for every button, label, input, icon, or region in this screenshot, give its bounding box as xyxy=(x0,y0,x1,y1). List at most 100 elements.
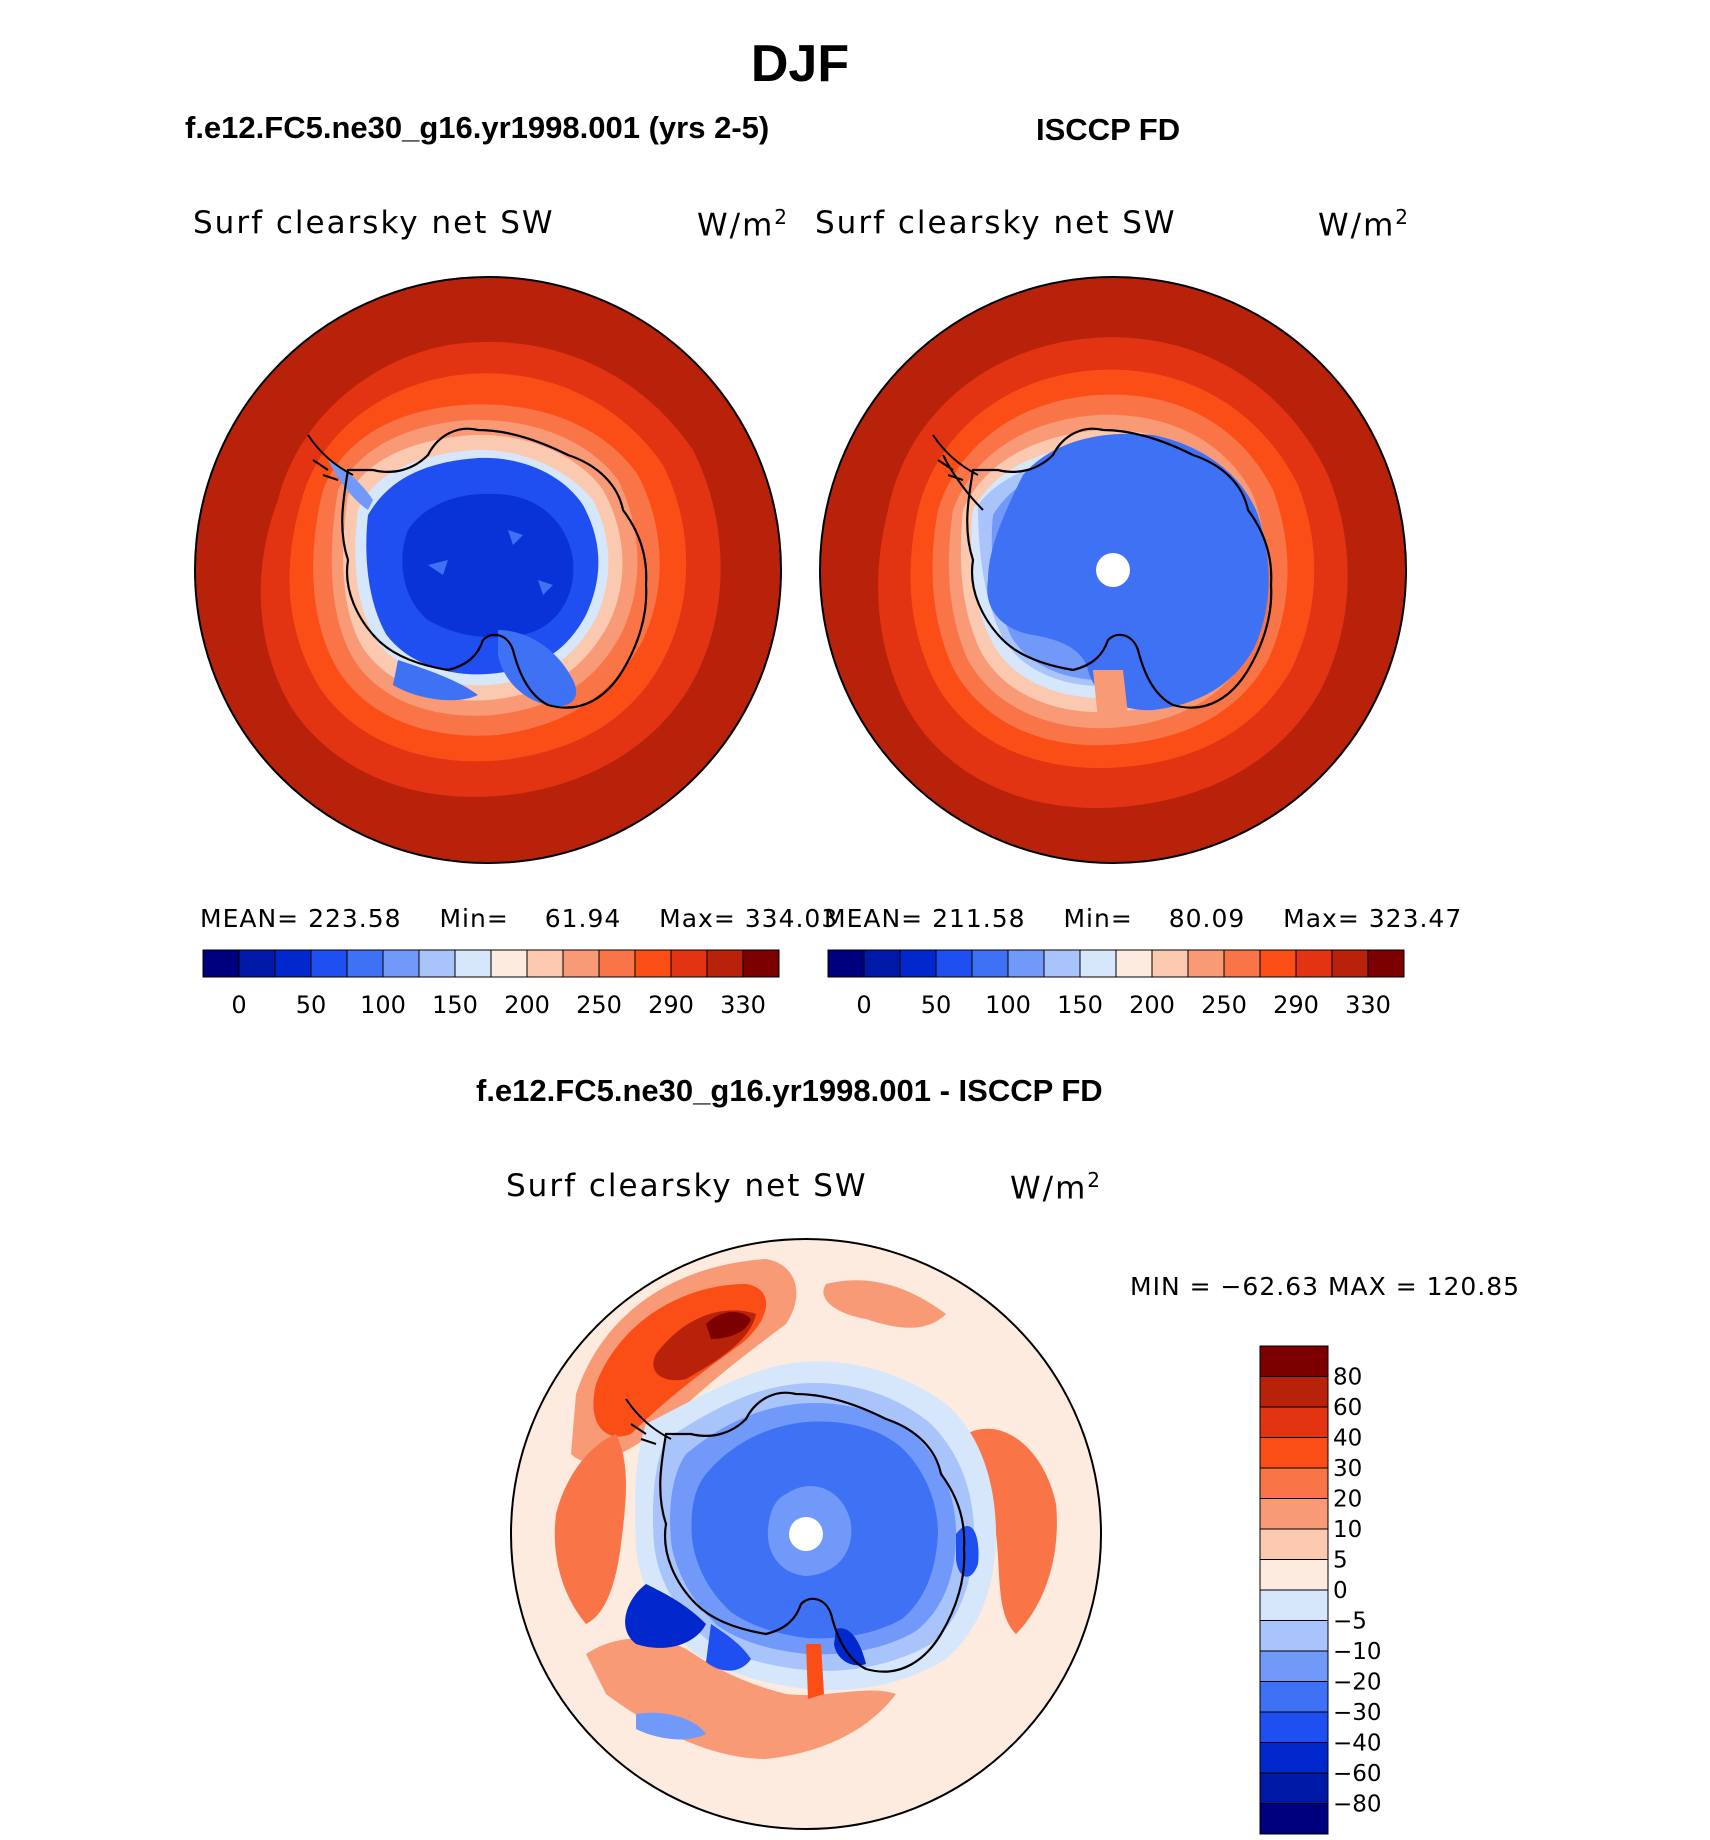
panel-2-heading: ISCCP FD xyxy=(1036,112,1181,147)
difference-colorbar-swatch xyxy=(1259,1589,1329,1621)
panel-2-mean-value: 211.58 xyxy=(932,904,1026,933)
panel-2-colorbar-swatch xyxy=(971,949,1009,978)
panel-1-colorbar-swatch xyxy=(670,949,708,978)
difference-map xyxy=(510,1238,1102,1830)
panel-2-colorbar-tick-label: 0 xyxy=(856,991,871,1019)
panel-2-colorbar-swatch xyxy=(1259,949,1297,978)
panel-1-min-value: 61.94 xyxy=(544,904,622,933)
panel-1-colorbar-swatch xyxy=(490,949,528,978)
panel-1-mean-label: MEAN= xyxy=(200,904,300,933)
difference-colorbar-tick-label: 80 xyxy=(1333,1365,1362,1391)
difference-colorbar-tick-label: 10 xyxy=(1333,1517,1362,1543)
panel-2-colorbar-swatch xyxy=(899,949,937,978)
difference-colorbar-swatch xyxy=(1259,1711,1329,1743)
difference-colorbar-tick-label: −20 xyxy=(1333,1670,1382,1696)
panel-2-colorbar-swatch xyxy=(935,949,973,978)
panel-1-units-sup: 2 xyxy=(774,205,788,229)
panel-2-colorbar-tick-label: 330 xyxy=(1345,991,1391,1019)
panel-2-colorbar-tick-label: 200 xyxy=(1129,991,1175,1019)
panel-2-colorbar-tick-label: 150 xyxy=(1057,991,1103,1019)
panel-1-colorbar-swatch xyxy=(202,949,240,978)
panel-2-colorbar-tick-label: 290 xyxy=(1273,991,1319,1019)
difference-colorbar-swatch xyxy=(1259,1345,1329,1377)
panel-2-mean-label: MEAN= xyxy=(824,904,924,933)
difference-colorbar-tick-label: 60 xyxy=(1333,1395,1362,1421)
panel-1-colorbar-tick-label: 330 xyxy=(720,991,766,1019)
difference-colorbar-tick-label: −60 xyxy=(1333,1761,1382,1787)
panel-2-colorbar-swatch xyxy=(863,949,901,978)
panel-2-colorbar-swatch xyxy=(1043,949,1081,978)
panel-1-colorbar-swatch xyxy=(346,949,384,978)
panel-1-colorbar-swatch xyxy=(598,949,636,978)
difference-colorbar-tick-label: 0 xyxy=(1333,1578,1348,1604)
difference-colorbar-swatch xyxy=(1259,1437,1329,1469)
panel-1-colorbar-tick-label: 290 xyxy=(648,991,694,1019)
difference-units-label: W/m2 xyxy=(1010,1168,1100,1206)
difference-colorbar-tick-label: −80 xyxy=(1333,1792,1382,1818)
difference-colorbar-tick-label: 20 xyxy=(1333,1487,1362,1513)
panel-1-colorbar-swatch xyxy=(562,949,600,978)
panel-1-colorbar-swatch xyxy=(742,949,780,978)
panel-2-variable-label: Surf clearsky net SW xyxy=(815,205,1177,241)
panel-2-units-sup: 2 xyxy=(1395,205,1409,229)
panel-2-colorbar-swatch xyxy=(1367,949,1405,978)
difference-colorbar-tick-label: 5 xyxy=(1333,1548,1348,1574)
difference-colorbar-swatch xyxy=(1259,1650,1329,1682)
difference-colorbar-swatch xyxy=(1259,1498,1329,1530)
panel-2-min-value: 80.09 xyxy=(1168,904,1246,933)
difference-colorbar-swatch xyxy=(1259,1772,1329,1804)
panel-1-colorbar-swatch xyxy=(634,949,672,978)
panel-1-colorbar-swatch xyxy=(382,949,420,978)
panel-1-colorbar-swatch xyxy=(238,949,276,978)
panel-2-colorbar-tick-label: 50 xyxy=(921,991,952,1019)
panel-2-stats: MEAN= 211.58 Min= 80.09 Max= 323.47 xyxy=(824,904,1462,933)
difference-colorbar-swatch xyxy=(1259,1406,1329,1438)
panel-1-stats: MEAN= 223.58 Min= 61.94 Max= 334.03 xyxy=(200,904,838,933)
panel-2-colorbar-tick-label: 100 xyxy=(985,991,1031,1019)
difference-colorbar-swatch xyxy=(1259,1528,1329,1560)
panel-2-colorbar: 0 50 100 150 200 250 290 330 xyxy=(827,949,1405,1019)
panel-2-colorbar-swatch xyxy=(1295,949,1333,978)
panel-1-colorbar-tick-label: 0 xyxy=(231,991,246,1019)
difference-colorbar-swatch xyxy=(1259,1681,1329,1713)
panel-2-colorbar-swatch xyxy=(1223,949,1261,978)
difference-colorbar-tick-label: −40 xyxy=(1333,1731,1382,1757)
panel-2-units-label: W/m2 xyxy=(1318,205,1408,243)
difference-minmax: MIN = −62.63 MAX = 120.85 xyxy=(1130,1272,1521,1301)
difference-colorbar-tick-label: −10 xyxy=(1333,1639,1382,1665)
difference-units-sup: 2 xyxy=(1087,1168,1101,1192)
panel-2-max-value: 323.47 xyxy=(1368,904,1463,933)
difference-colorbar-swatch xyxy=(1259,1742,1329,1774)
figure-title: DJF xyxy=(750,35,850,93)
panel-1-variable-label: Surf clearsky net SW xyxy=(193,205,555,241)
panel-1-colorbar-swatch xyxy=(706,949,744,978)
difference-colorbar: 80 60 40 30 20 10 5 0 −5 −10 −20 −30 −40 −60 −80 xyxy=(1259,1345,1382,1835)
panel-2-colorbar-tick-label: 250 xyxy=(1201,991,1247,1019)
panel-2-colorbar-swatch xyxy=(827,949,865,978)
difference-colorbar-swatch xyxy=(1259,1803,1329,1835)
panel-2-min-label: Min= xyxy=(1063,904,1133,933)
panel-1-colorbar-swatch xyxy=(274,949,312,978)
panel-1-units-label: W/m2 xyxy=(697,205,787,243)
panel-1-colorbar-tick-label: 150 xyxy=(432,991,478,1019)
panel-2-units: W/m xyxy=(1318,207,1396,244)
panel-1-units: W/m xyxy=(697,207,775,244)
panel-1-colorbar-swatch xyxy=(310,949,348,978)
panel-1-colorbar-swatch xyxy=(418,949,456,978)
panel-2-colorbar-swatch xyxy=(1151,949,1189,978)
difference-variable-label: Surf clearsky net SW xyxy=(506,1168,868,1204)
difference-heading: f.e12.FC5.ne30_g16.yr1998.001 - ISCCP FD xyxy=(476,1073,1103,1108)
panel-1-heading: f.e12.FC5.ne30_g16.yr1998.001 (yrs 2-5) xyxy=(185,110,770,145)
difference-colorbar-swatch xyxy=(1259,1467,1329,1499)
panel-2-colorbar-swatch xyxy=(1187,949,1225,978)
panel-2-colorbar-swatch xyxy=(1079,949,1117,978)
panel-2-colorbar-swatch xyxy=(1331,949,1369,978)
panel-1-colorbar-tick-label: 50 xyxy=(296,991,327,1019)
difference-units: W/m xyxy=(1010,1170,1088,1207)
panel-1-min-label: Min= xyxy=(439,904,509,933)
panel-2-colorbar-swatch xyxy=(1007,949,1045,978)
difference-colorbar-swatch xyxy=(1259,1376,1329,1408)
difference-colorbar-swatch xyxy=(1259,1559,1329,1591)
panel-1-colorbar-tick-label: 100 xyxy=(360,991,406,1019)
panel-1-colorbar-swatch xyxy=(526,949,564,978)
